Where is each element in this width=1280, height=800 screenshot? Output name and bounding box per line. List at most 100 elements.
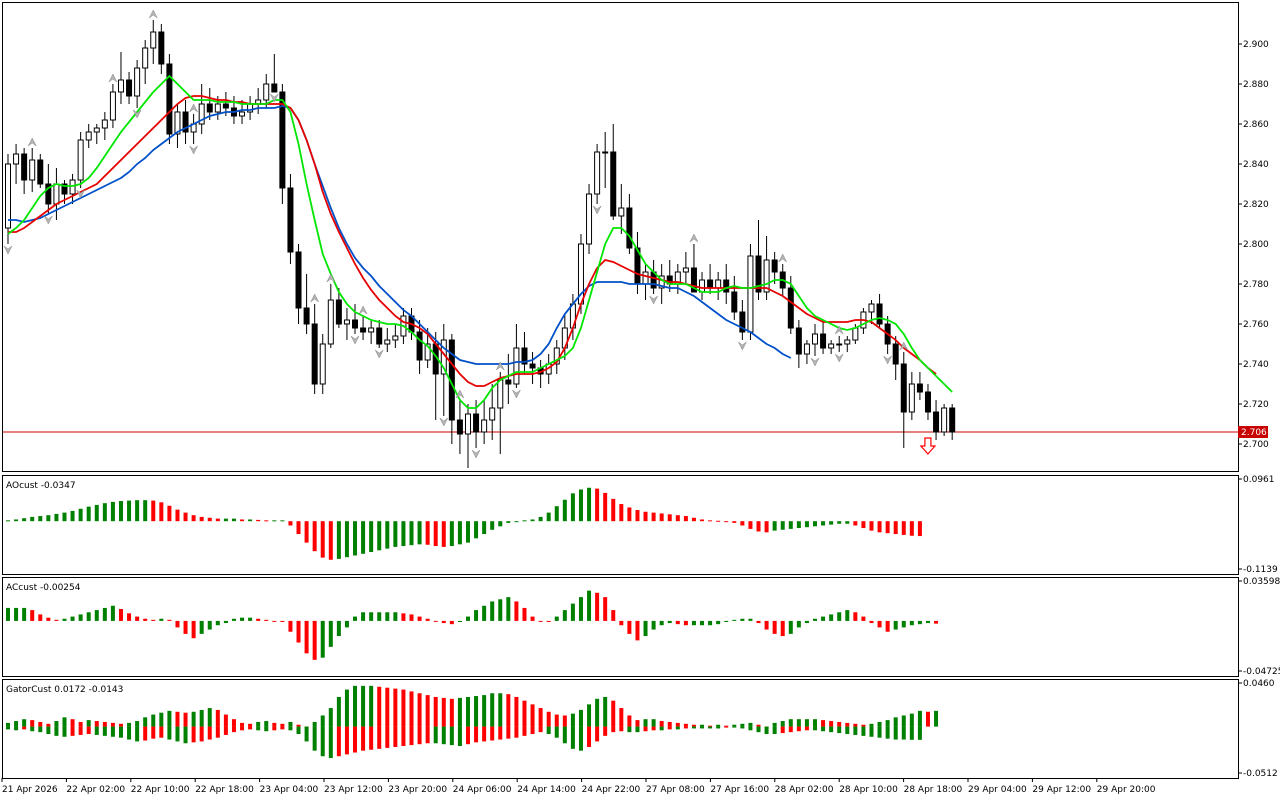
candle-body xyxy=(327,299,334,345)
ao-bar xyxy=(127,500,132,522)
gator-upper-bar xyxy=(595,698,600,727)
candle-body xyxy=(214,103,221,113)
ao-bar xyxy=(587,487,592,522)
candle-body xyxy=(424,343,431,361)
ac-bar xyxy=(135,616,140,621)
ac-bar xyxy=(102,607,107,621)
ao-bar xyxy=(312,521,317,552)
main-price-panel[interactable] xyxy=(2,2,1239,472)
ac-bar xyxy=(764,620,769,630)
ac-bar xyxy=(296,620,301,643)
gator-upper-bar xyxy=(587,704,592,727)
ac-bar xyxy=(288,620,293,632)
ao-bar xyxy=(54,513,59,522)
gator-upper-bar xyxy=(118,723,123,727)
ac-bar xyxy=(554,616,559,621)
candle xyxy=(489,384,496,440)
ac-bar xyxy=(272,620,277,622)
fractal-up-arrow-icon xyxy=(834,325,844,335)
gator-upper-bar xyxy=(151,714,156,727)
gator-upper-bar xyxy=(272,722,277,727)
x-tick-label: 28 Apr 02:00 xyxy=(775,785,834,795)
candle-body xyxy=(602,151,609,154)
ao-bar xyxy=(320,521,325,558)
gator-lower-bar xyxy=(336,726,341,757)
gator-upper-bar xyxy=(433,696,438,727)
ao-bar xyxy=(748,521,753,529)
candle-body xyxy=(787,287,794,329)
ao-bar xyxy=(191,515,196,522)
gator-upper-bar xyxy=(821,720,826,727)
ao-panel[interactable] xyxy=(2,475,1239,575)
gator-upper-bar xyxy=(441,697,446,727)
ac-bar xyxy=(909,620,914,626)
gator-lower-bar xyxy=(675,726,680,730)
gator-lower-bar xyxy=(724,726,729,728)
gator-upper-bar xyxy=(700,724,705,727)
gator-lower-bar xyxy=(845,726,850,734)
candle-body xyxy=(53,183,60,205)
gator-upper-bar xyxy=(772,722,777,727)
ac-bar xyxy=(151,619,156,621)
gator-upper-bar xyxy=(135,721,140,727)
y-tick-label: 2.820 xyxy=(1243,200,1269,210)
ac-bar xyxy=(256,618,261,621)
candle-body xyxy=(303,307,310,325)
gator-lower-bar xyxy=(627,726,632,733)
ac-panel[interactable] xyxy=(2,577,1239,677)
fractal-down-arrow-icon xyxy=(44,215,53,225)
candle-body xyxy=(335,299,342,325)
ac-bar xyxy=(393,612,398,621)
gator-lower-bar xyxy=(546,726,551,734)
ao-bar xyxy=(78,508,83,522)
ao-bar xyxy=(667,514,672,522)
ac-bar xyxy=(595,592,600,621)
gator-lower-bar xyxy=(506,726,511,739)
ac-bar xyxy=(821,616,826,621)
candle xyxy=(271,54,278,93)
candle-body xyxy=(101,119,108,129)
ao-bar xyxy=(6,520,10,522)
ac-bar xyxy=(328,620,333,647)
gator-lower-bar xyxy=(691,726,696,729)
candle-body xyxy=(182,111,189,133)
x-tick-label: 27 Apr 16:00 xyxy=(710,785,769,795)
ao-bar xyxy=(409,521,414,546)
candle-body xyxy=(174,111,181,135)
ao-bar xyxy=(393,521,398,547)
ao-bar xyxy=(796,521,801,529)
ao-title: AOcust -0.0347 xyxy=(6,481,76,491)
candle-body xyxy=(222,103,229,109)
ac-bar xyxy=(62,618,67,621)
gator-upper-bar xyxy=(344,689,349,727)
gator-upper-bar xyxy=(675,722,680,727)
x-tick-label: 23 Apr 12:00 xyxy=(324,785,383,795)
fractal-down-arrow-icon xyxy=(374,349,384,359)
fractal-up-arrow-icon xyxy=(108,73,118,83)
gator-upper-bar xyxy=(207,708,212,727)
candle-body xyxy=(836,343,843,346)
gator-lower-bar xyxy=(86,726,91,734)
ac-bar xyxy=(207,620,212,630)
candle xyxy=(21,148,28,194)
current-price-badge xyxy=(1238,426,1268,438)
ao-bar xyxy=(231,518,236,522)
ac-bar xyxy=(675,620,680,625)
candle xyxy=(908,372,915,420)
y-tick-label: 2.900 xyxy=(1243,40,1269,50)
candle-body xyxy=(723,279,730,293)
candle-body xyxy=(521,347,528,365)
gator-lower-bar xyxy=(603,726,608,736)
y-tick-label: 2.800 xyxy=(1243,240,1269,250)
candle xyxy=(392,324,399,348)
candle xyxy=(287,174,294,264)
ao-bar xyxy=(457,521,462,545)
ac-bar xyxy=(78,614,83,621)
ac-bar xyxy=(433,620,438,622)
gator-lower-bar xyxy=(595,726,600,742)
candle xyxy=(77,132,84,188)
ao-bar xyxy=(651,512,656,522)
gator-lower-bar xyxy=(901,726,906,740)
gator-upper-bar xyxy=(611,700,616,727)
